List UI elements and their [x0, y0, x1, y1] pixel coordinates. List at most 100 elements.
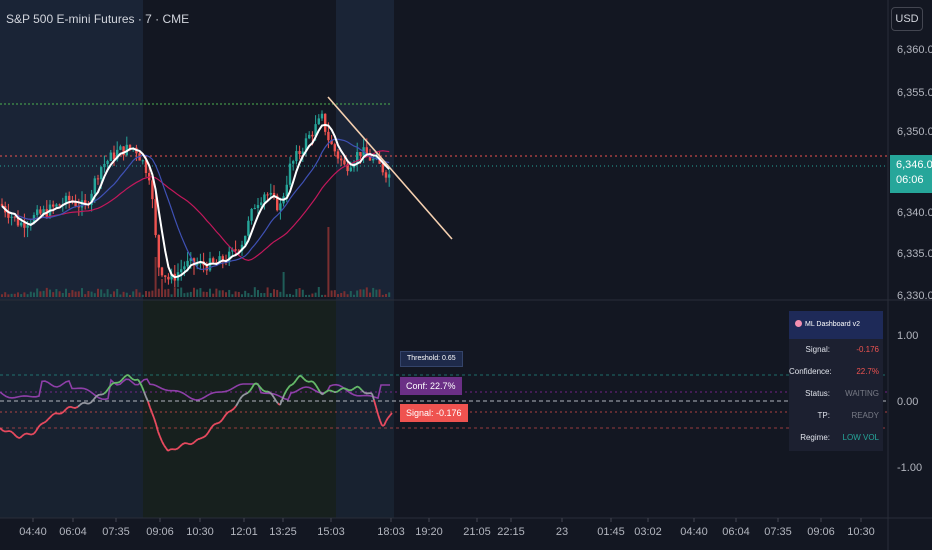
candle-body	[7, 212, 10, 218]
candle-body	[317, 118, 320, 125]
volume-bar	[183, 293, 186, 297]
candle-body	[381, 163, 384, 173]
candle-body	[384, 172, 388, 178]
volume-bar	[103, 293, 106, 297]
volume-bar	[260, 293, 263, 297]
currency-button[interactable]: USD	[891, 7, 923, 31]
signal-oscillator-segment	[375, 406, 379, 415]
volume-bar	[20, 294, 23, 297]
signal-oscillator-segment	[371, 393, 375, 401]
volume-bar	[378, 289, 381, 297]
volume-bar	[324, 294, 327, 297]
candle-body	[260, 202, 263, 206]
volume-bar	[138, 292, 141, 297]
signal-oscillator-segment	[137, 379, 141, 384]
signal-oscillator-segment	[363, 391, 367, 395]
signal-oscillator-segment	[345, 388, 349, 391]
candle-body	[272, 192, 276, 196]
candle-body	[0, 203, 4, 206]
signal-oscillator-segment	[123, 374, 127, 379]
candle-body	[247, 220, 250, 236]
volume-bar	[385, 293, 387, 297]
volume-bar	[218, 290, 221, 297]
volume-bar	[276, 289, 279, 297]
threshold-tag: Threshold: 0.65	[400, 351, 463, 367]
candle-body	[253, 208, 256, 210]
signal-oscillator-segment	[209, 426, 213, 431]
signal-oscillator-segment	[141, 386, 145, 393]
ma-fast-line	[1, 123, 390, 279]
volume-bar	[33, 292, 35, 297]
volume-bar	[340, 292, 343, 297]
signal-oscillator-segment	[301, 376, 305, 380]
dashboard-row-value: 22.7%	[856, 367, 879, 376]
time-tick-label: 04:40	[680, 526, 708, 538]
signal-oscillator-segment	[271, 394, 275, 399]
candle-body	[343, 160, 346, 165]
signal-oscillator-segment	[193, 439, 197, 444]
volume-bar	[10, 293, 13, 297]
candle-body	[157, 235, 160, 268]
price-tick-label: 6,350.00	[897, 126, 932, 138]
oscillator-tick-label: 1.00	[897, 330, 919, 342]
signal-oscillator-segment	[151, 412, 155, 419]
volume-bar	[77, 291, 80, 297]
signal-oscillator-segment	[47, 416, 51, 421]
signal-oscillator-segment	[179, 443, 183, 448]
signal-oscillator-segment	[205, 432, 209, 437]
dashboard-row: Regime: LOW VOL	[789, 427, 883, 449]
volume-bar	[349, 291, 352, 297]
signal-oscillator-segment	[143, 391, 147, 398]
volume-bar	[369, 292, 371, 297]
volume-bar	[97, 288, 99, 297]
volume-bar	[359, 289, 362, 297]
volume-bar	[36, 288, 39, 297]
volume-bar	[273, 289, 275, 297]
candle-body	[308, 134, 311, 139]
candle-body	[186, 260, 189, 267]
signal-oscillator-segment	[339, 387, 343, 391]
candle-body	[180, 269, 183, 273]
signal-oscillator-segment	[347, 388, 351, 392]
symbol-title[interactable]: S&P 500 E-mini Futures · 7 · CME	[6, 12, 190, 26]
candle-body	[218, 256, 221, 264]
volume-bar	[106, 289, 109, 297]
signal-oscillator-segment	[1, 429, 5, 433]
candle-body	[311, 134, 314, 137]
signal-oscillator-segment	[35, 427, 39, 432]
signal-oscillator-segment	[177, 445, 181, 450]
signal-oscillator-segment	[159, 436, 163, 442]
volume-bar	[343, 291, 346, 297]
dashboard-row-value: READY	[851, 411, 879, 420]
candle-body	[298, 151, 301, 154]
signal-oscillator-segment	[241, 394, 245, 398]
signal-oscillator-segment	[0, 427, 3, 431]
signal-oscillator-segment	[233, 405, 237, 410]
signal-oscillator-segment	[353, 386, 357, 390]
signal-oscillator-segment	[153, 417, 157, 425]
volume-bar	[279, 291, 282, 297]
last-price-value: 6,346.00	[896, 159, 932, 171]
volume-bar	[189, 291, 192, 297]
signal-oscillator-segment	[21, 433, 25, 437]
signal-oscillator-segment	[283, 390, 287, 396]
volume-bar	[129, 294, 131, 297]
volume-bar	[327, 227, 330, 297]
ma-mid-line	[1, 138, 390, 270]
time-tick-label: 10:30	[847, 526, 875, 538]
signal-oscillator-segment	[285, 387, 289, 392]
signal-oscillator-segment	[147, 401, 151, 408]
candle-body	[39, 209, 42, 214]
volume-bar	[122, 291, 125, 297]
signal-oscillator-segment	[203, 434, 207, 438]
ma-slow-line	[1, 150, 390, 261]
volume-bar	[257, 290, 259, 297]
signal-oscillator-segment	[267, 390, 271, 394]
dashboard-row-label: Confidence:	[789, 367, 832, 376]
candle-body	[349, 167, 352, 172]
volume-bar	[55, 289, 58, 297]
candle-body	[96, 178, 100, 180]
volume-bar	[157, 288, 160, 297]
